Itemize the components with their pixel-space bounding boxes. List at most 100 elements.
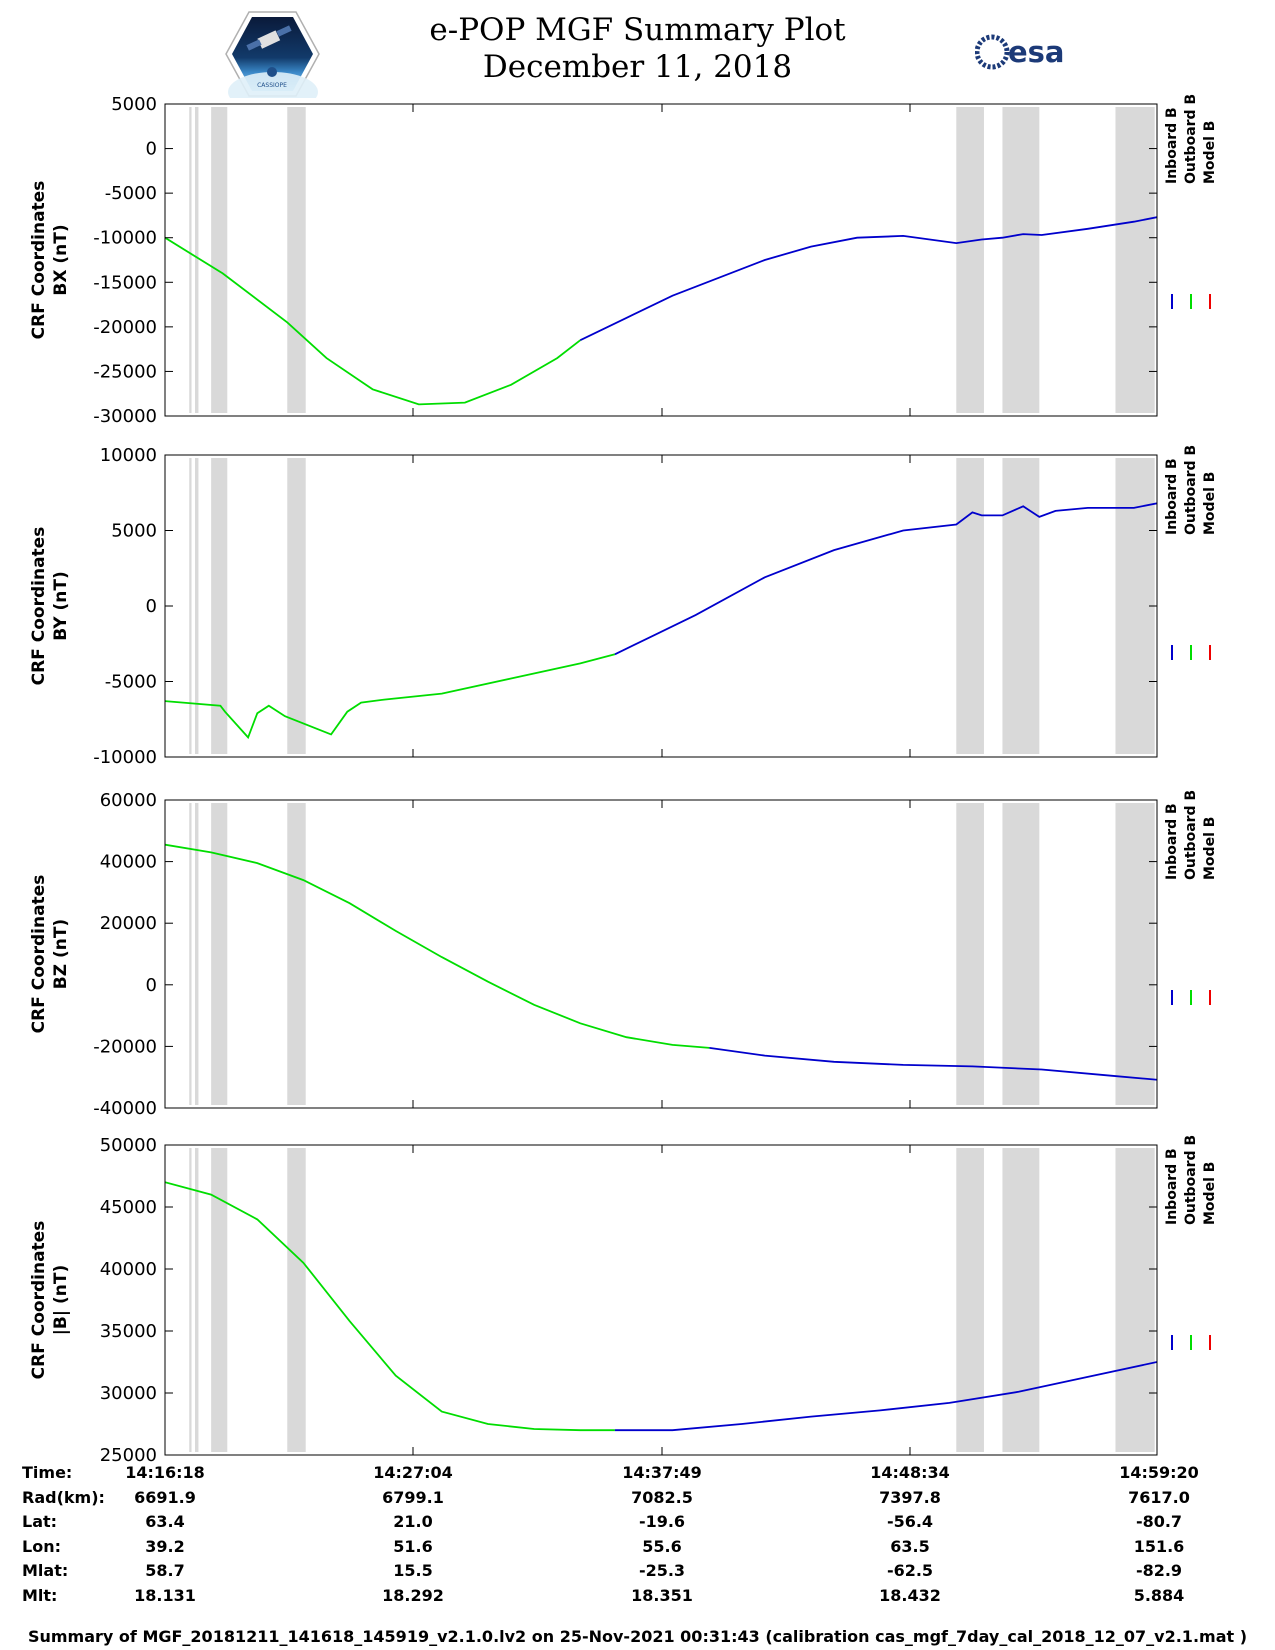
outboard-b-line [165,653,616,740]
y-tick-label: 20000 [100,913,157,934]
legend-label: Inboard B [1164,1148,1180,1225]
info-value: 14:59:20 [1119,1463,1199,1482]
y-tick-label: -10000 [93,747,157,768]
legend-label: Outboard B [1183,445,1199,535]
info-value: -82.9 [1135,1561,1183,1581]
info-value: 63.4 [145,1512,185,1532]
y-axis-label: BX (nT) [51,224,71,295]
cassiope-logo-text: CASSIOPE [257,82,287,89]
info-row-mlt: Mlt: 18.131 18.292 18.351 18.432 5.884 [22,1585,1262,1610]
info-row-time: Time: 14:16:18 14:27:04 14:37:49 14:48:3… [22,1462,1262,1487]
data-gap-band [194,1148,199,1452]
legend-label: Model B [1202,121,1218,184]
info-label-mlat: Mlat: [22,1561,69,1581]
y-tick-label: 0 [146,139,157,160]
y-tick-label: 50000 [100,1135,157,1156]
info-value: 14:16:18 [125,1463,205,1482]
y-tick-label: -20000 [93,317,157,338]
y-tick-label: -25000 [93,361,157,382]
legend-label: Model B [1202,472,1218,535]
y-tick-label: 25000 [100,1445,157,1466]
data-gap-band [287,1148,306,1452]
data-gap-band [1115,1148,1155,1452]
data-gap-band [956,803,984,1105]
legend-label: Outboard B [1183,94,1199,184]
data-gap-band [189,803,192,1105]
data-gap-band [1002,803,1040,1105]
legend-label: Model B [1202,817,1218,880]
info-value: -19.6 [638,1512,686,1532]
info-value: 15.5 [393,1561,433,1581]
inboard-b-line [709,1047,1157,1081]
cassiope-mission-logo: CASSIOPE [225,11,320,98]
y-tick-label: -5000 [105,183,157,204]
y-tick-label: 0 [146,975,157,996]
info-value: 51.6 [393,1536,433,1556]
title-line-2: December 11, 2018 [482,49,793,85]
info-value: 6691.9 [134,1487,196,1507]
info-row-lat: Lat: 63.4 21.0 -19.6 -56.4 -80.7 [22,1511,1262,1536]
data-gap-band [956,107,984,413]
info-label-lat: Lat: [22,1512,58,1532]
info-value: 14:27:04 [373,1463,453,1482]
y-tick-label: -5000 [105,672,157,693]
y-axis-label: CRF Coordinates [29,181,49,340]
outboard-b-line [165,236,581,406]
data-gap-band [956,1148,984,1452]
info-row-rad: Rad(km): 6691.9 6799.1 7082.5 7397.8 761… [22,1487,1262,1512]
info-value: 14:48:34 [870,1463,950,1482]
info-value: -25.3 [638,1561,686,1581]
info-label-lon: Lon: [22,1536,61,1556]
data-gap-band [211,803,228,1105]
info-value: 58.7 [145,1561,185,1581]
y-tick-label: 40000 [100,1259,157,1280]
legend-label: Outboard B [1183,790,1199,880]
data-gap-band [1002,458,1040,754]
chart-title: e-POP MGF Summary Plot December 11, 2018 [0,12,1275,86]
info-value: 55.6 [642,1536,682,1556]
y-axis-label: CRF Coordinates [29,1221,49,1380]
data-gap-band [287,107,306,413]
info-value: 18.351 [631,1585,693,1605]
data-gap-band [1002,107,1040,413]
info-value: 7397.8 [879,1487,941,1507]
info-value: 39.2 [145,1536,185,1556]
data-gap-band [189,107,192,413]
y-tick-label: 5000 [111,521,157,542]
legend-label: Inboard B [1164,107,1180,184]
y-tick-label: 30000 [100,1383,157,1404]
info-value: 14:37:49 [622,1463,702,1482]
data-gap-band [287,458,306,754]
info-value: 7082.5 [631,1487,693,1507]
y-tick-label: -15000 [93,272,157,293]
data-gap-band [287,803,306,1105]
info-value: 5.884 [1133,1585,1185,1605]
info-label-rad: Rad(km): [22,1487,105,1507]
inboard-b-line [579,216,1157,342]
data-gap-band [189,1148,192,1452]
y-tick-label: 45000 [100,1197,157,1218]
data-gap-band [189,458,192,754]
y-axis-label: |B| (nT) [51,1265,71,1336]
info-row-mlat: Mlat: 58.7 15.5 -25.3 -62.5 -82.9 [22,1560,1262,1585]
y-tick-label: 60000 [100,790,157,811]
outboard-b-line [165,1181,615,1432]
data-gap-band [211,107,228,413]
esa-logo-text: esa [1008,35,1065,69]
info-label-mlt: Mlt: [22,1585,58,1605]
orbit-info-table: Time: 14:16:18 14:27:04 14:37:49 14:48:3… [22,1462,1262,1610]
data-gap-band [211,1148,228,1452]
data-gap-band [1115,803,1155,1105]
y-tick-label: -10000 [93,228,157,249]
data-gap-band [194,803,199,1105]
data-gap-band [194,458,199,754]
info-value: -62.5 [886,1561,934,1581]
y-axis-label: BY (nT) [51,571,71,641]
plot-frame [164,799,1158,1109]
y-tick-label: 35000 [100,1321,157,1342]
y-axis-label: CRF Coordinates [29,875,49,1034]
esa-logo: esa [975,34,1065,70]
plot-frame [164,1144,1158,1456]
inboard-b-line [614,502,1157,656]
